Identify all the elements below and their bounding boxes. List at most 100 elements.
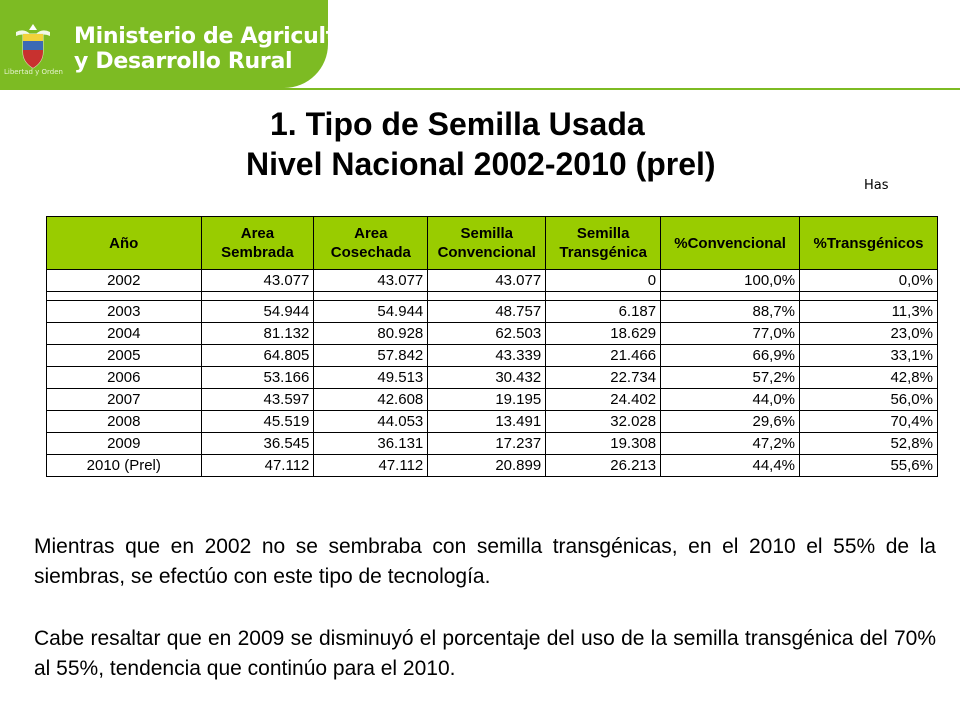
column-header: Semilla Convencional — [427, 216, 547, 270]
table-row: 2004 81.132 80.928 62.503 18.629 77,0% 23,0% — [46, 322, 938, 345]
table-cell: 56,0% — [799, 388, 938, 411]
column-header: %Convencional — [660, 216, 801, 270]
table-cell: 47.112 — [200, 454, 315, 477]
seed-type-table: Año Area Sembrada Area Cosechada Semilla Conve… — [46, 216, 938, 477]
table-cell: 19.195 — [427, 388, 547, 411]
paragraph-1: Mientras que en 2002 no se sembraba con … — [34, 535, 936, 588]
table-row: 2006 53.166 49.513 30.432 22.734 57,2% 42,8% — [46, 366, 938, 389]
column-header-line2: Transgénica — [559, 244, 647, 261]
column-header-line2: Sembrada — [221, 244, 294, 261]
crest-motto: Libertad y Orden — [4, 68, 63, 76]
table-cell: 66,9% — [660, 344, 801, 367]
column-header: %Transgénicos — [799, 216, 938, 270]
table-cell: 77,0% — [660, 322, 801, 345]
column-header: Semilla Transgénica — [545, 216, 662, 270]
table-cell: 0,0% — [799, 269, 938, 292]
spacer-cell — [545, 291, 662, 301]
table-cell: 24.402 — [545, 388, 662, 411]
table-cell: 36.131 — [313, 432, 429, 455]
table-cell: 43.597 — [200, 388, 315, 411]
table-cell: 11,3% — [799, 300, 938, 323]
table-cell: 13.491 — [427, 410, 547, 433]
table-cell: 22.734 — [545, 366, 662, 389]
table-cell: 43.077 — [427, 269, 547, 292]
table-cell: 49.513 — [313, 366, 429, 389]
year-cell: 2002 — [46, 269, 202, 292]
table-row: 2003 54.944 54.944 48.757 6.187 88,7% 11,3% — [46, 300, 938, 323]
table-cell: 55,6% — [799, 454, 938, 477]
table-cell: 54.944 — [313, 300, 429, 323]
spacer-cell — [660, 291, 801, 301]
table-row: 2008 45.519 44.053 13.491 32.028 29,6% 70,4% — [46, 410, 938, 433]
ministry-name-line1: Ministerio de Agricultura — [74, 24, 377, 49]
column-header-line2: Convencional — [437, 244, 536, 261]
table-cell: 45.519 — [200, 410, 315, 433]
table-cell: 23,0% — [799, 322, 938, 345]
table-cell: 43.339 — [427, 344, 547, 367]
paragraph-2: Cabe resaltar que en 2009 se disminuyó e… — [34, 627, 936, 680]
table-cell: 43.077 — [200, 269, 315, 292]
column-header-line1: Semilla — [460, 225, 513, 242]
table-cell: 33,1% — [799, 344, 938, 367]
year-cell: 2009 — [46, 432, 202, 455]
table-cell: 81.132 — [200, 322, 315, 345]
table-row: 2005 64.805 57.842 43.339 21.466 66,9% 33,1% — [46, 344, 938, 367]
table-cell: 20.899 — [427, 454, 547, 477]
table-cell: 44.053 — [313, 410, 429, 433]
spacer-cell — [313, 291, 429, 301]
table-cell: 54.944 — [200, 300, 315, 323]
table-cell: 44,0% — [660, 388, 801, 411]
table-cell: 70,4% — [799, 410, 938, 433]
table-cell: 100,0% — [660, 269, 801, 292]
ministry-name: Ministerio de Agricultura y Desarrollo R… — [74, 24, 377, 74]
table-cell: 47,2% — [660, 432, 801, 455]
column-header-line1: Area — [354, 225, 388, 242]
table-cell: 29,6% — [660, 410, 801, 433]
table-body: 2002 43.077 43.077 43.077 0 100,0% 0,0% 2003 54.… — [46, 269, 938, 477]
spacer-cell — [799, 291, 938, 301]
units-label: Has — [864, 178, 889, 193]
table-cell: 42.608 — [313, 388, 429, 411]
coat-of-arms-icon — [16, 24, 50, 69]
year-cell: 2008 — [46, 410, 202, 433]
table-cell: 57.842 — [313, 344, 429, 367]
spacer-cell — [200, 291, 315, 301]
table-cell: 6.187 — [545, 300, 662, 323]
table-cell: 42,8% — [799, 366, 938, 389]
year-cell: 2006 — [46, 366, 202, 389]
column-header-line1: Semilla — [576, 225, 630, 242]
table-cell: 57,2% — [660, 366, 801, 389]
table-cell: 80.928 — [313, 322, 429, 345]
column-header: Area Sembrada — [200, 216, 315, 270]
table-cell: 18.629 — [545, 322, 662, 345]
table-cell: 30.432 — [427, 366, 547, 389]
table-cell: 19.308 — [545, 432, 662, 455]
column-header-line1: Año — [109, 234, 139, 252]
column-header: Año — [46, 216, 202, 270]
spacer-cell — [46, 291, 202, 301]
table-row: 2009 36.545 36.131 17.237 19.308 47,2% 52,8% — [46, 432, 938, 455]
column-header-line1: %Convencional — [674, 234, 786, 252]
table-cell: 17.237 — [427, 432, 547, 455]
column-header-line1: Area — [240, 225, 275, 242]
year-cell: 2004 — [46, 322, 202, 345]
table-cell: 64.805 — [200, 344, 315, 367]
table-row: 2002 43.077 43.077 43.077 0 100,0% 0,0% — [46, 269, 938, 292]
table-header-row: Año Area Sembrada Area Cosechada Semilla Conve… — [46, 216, 938, 270]
table-cell: 88,7% — [660, 300, 801, 323]
spacer-cell — [427, 291, 547, 301]
table-cell: 43.077 — [313, 269, 429, 292]
table-row: 2007 43.597 42.608 19.195 24.402 44,0% 56,0% — [46, 388, 938, 411]
table-cell: 48.757 — [427, 300, 547, 323]
table-cell: 26.213 — [545, 454, 662, 477]
table-row: 2010 (Prel) 47.112 47.112 20.899 26.213 44,4%… — [46, 454, 938, 477]
table-cell: 36.545 — [200, 432, 315, 455]
year-cell: 2005 — [46, 344, 202, 367]
table-cell: 21.466 — [545, 344, 662, 367]
ministry-name-line2: y Desarrollo Rural — [74, 49, 293, 74]
column-header-line2: Cosechada — [330, 244, 411, 261]
column-header: Area Cosechada — [313, 216, 429, 270]
slide-subtitle: Nivel Nacional 2002-2010 (prel) — [246, 146, 716, 182]
slide-title: 1. Tipo de Semilla Usada — [270, 106, 645, 142]
year-cell: 2003 — [46, 300, 202, 323]
